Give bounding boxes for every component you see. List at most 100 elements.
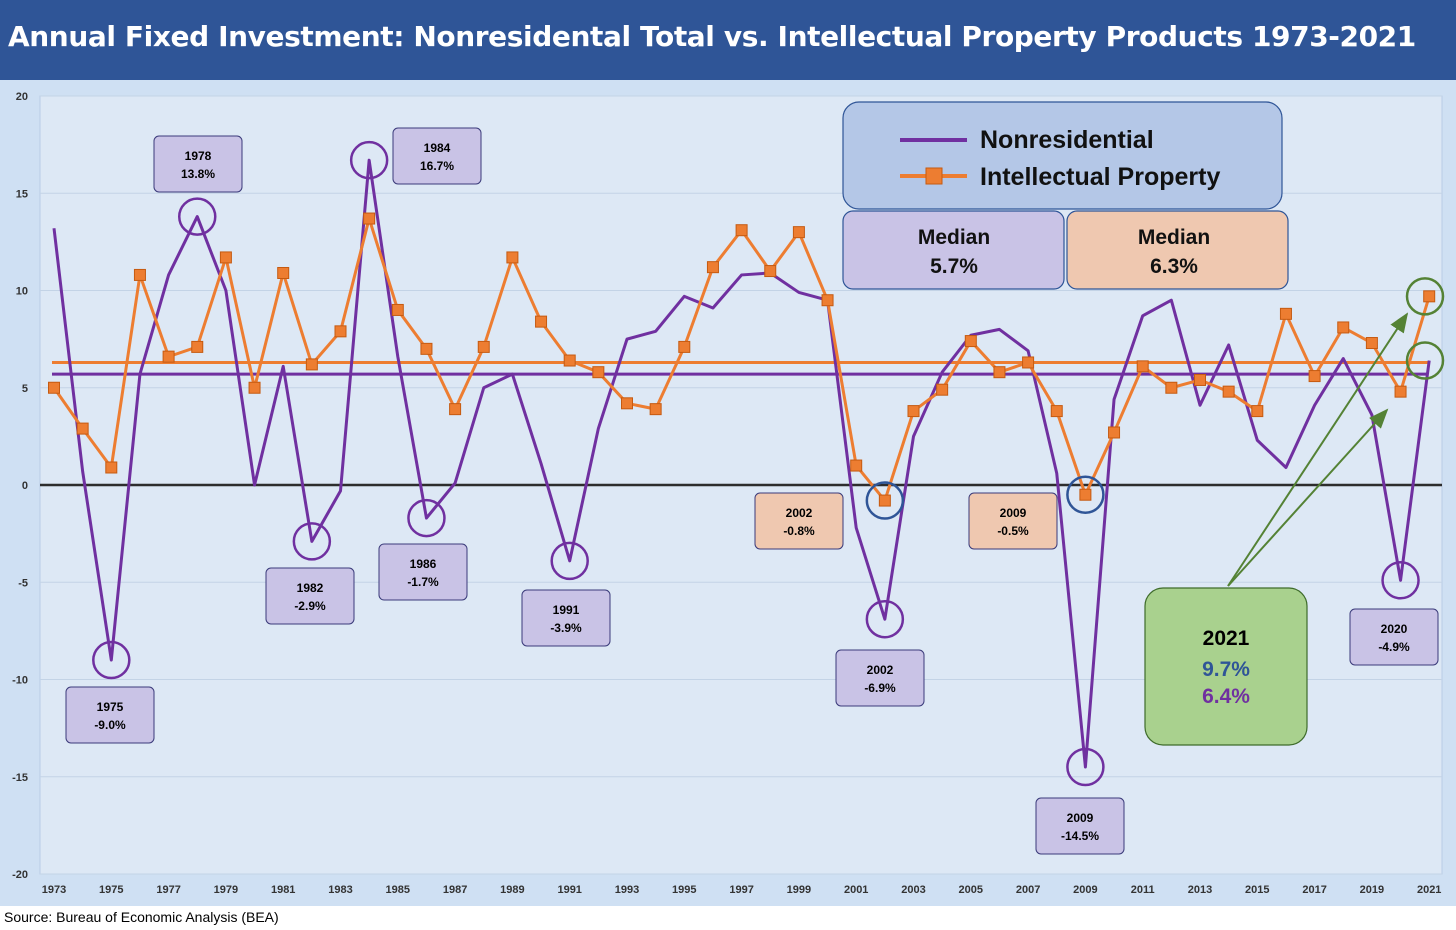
data-point — [1423, 290, 1436, 303]
annotation-label: 2009 -14.5% — [1035, 797, 1125, 855]
y-tick-label: 0 — [22, 480, 28, 492]
annotation-circle — [178, 197, 217, 236]
data-point — [1251, 405, 1264, 418]
annotation-box — [265, 567, 355, 625]
data-point — [506, 251, 519, 264]
annotation-year: 1986 — [410, 557, 437, 571]
x-tick-label: 2021 — [1417, 884, 1441, 896]
data-point — [1050, 405, 1063, 418]
median-label: Median — [1138, 226, 1210, 249]
annotation-label: 2002 -0.8% — [754, 492, 844, 550]
annotation-year: 2002 — [786, 506, 813, 520]
callout-arrow — [1227, 408, 1389, 587]
annotation-value: 16.7% — [420, 159, 454, 173]
data-point — [391, 303, 404, 316]
median-box-rect — [842, 210, 1065, 290]
x-tick-label: 1981 — [271, 884, 295, 896]
data-point — [477, 340, 490, 353]
legend: Nonresidential Intellectual Property — [842, 101, 1283, 210]
median-box-rect — [1066, 210, 1289, 290]
annotation-circle — [550, 541, 589, 581]
data-point — [219, 251, 232, 264]
data-point — [792, 226, 805, 239]
annotation-year: 2020 — [1381, 622, 1408, 636]
callout-year: 2021 — [1203, 627, 1250, 650]
x-tick-label: 1979 — [214, 884, 238, 896]
data-point — [305, 358, 318, 371]
data-point — [162, 350, 175, 363]
data-point — [878, 494, 891, 507]
x-tick-label: 2005 — [959, 884, 983, 896]
data-point — [821, 294, 834, 307]
annotation-label: 1984 16.7% — [392, 127, 482, 185]
data-point — [621, 397, 633, 410]
x-tick-label: 2011 — [1131, 884, 1155, 896]
callout-box — [1144, 587, 1308, 746]
data-point — [1165, 381, 1178, 394]
x-tick-label: 1985 — [386, 884, 410, 896]
annotation-value: -0.5% — [997, 524, 1029, 538]
y-tick-label: 5 — [22, 383, 28, 395]
data-point — [277, 266, 290, 279]
x-tick-label: 2001 — [844, 884, 868, 896]
legend-label-intellectual-property: Intellectual Property — [980, 163, 1220, 191]
data-point — [936, 383, 949, 396]
x-tick-label: 1987 — [443, 884, 467, 896]
median-label: Median — [918, 226, 990, 249]
data-point — [334, 325, 347, 338]
y-tick-label: -5 — [18, 577, 28, 589]
data-point — [133, 268, 146, 281]
x-tick-label: 2013 — [1188, 884, 1212, 896]
data-point — [735, 224, 748, 237]
annotation-label: 1978 13.8% — [153, 135, 243, 193]
x-tick-label: 2015 — [1245, 884, 1269, 896]
annotation-circle-2021-nonres — [1405, 341, 1445, 380]
data-point — [764, 265, 777, 278]
data-point — [964, 335, 977, 348]
x-tick-label: 1993 — [615, 884, 639, 896]
annotation-value: -3.9% — [550, 621, 582, 635]
annotation-circle-2021-ipp — [1405, 277, 1445, 316]
y-tick-label: 15 — [16, 188, 28, 200]
annotation-value: -6.9% — [864, 681, 896, 695]
callout-2021: 2021 9.7% 6.4% — [1144, 587, 1308, 746]
title-bar: Annual Fixed Investment: Nonresidental T… — [0, 0, 1456, 80]
x-tick-label: 2003 — [901, 884, 925, 896]
data-point — [592, 366, 605, 379]
median-box: Median 6.3% — [1066, 210, 1289, 290]
annotation-box — [1349, 608, 1439, 666]
annotation-year: 1975 — [97, 700, 124, 714]
x-tick-label: 1997 — [729, 884, 753, 896]
y-tick-label: 20 — [16, 91, 28, 103]
data-point — [76, 422, 89, 435]
annotation-circle — [865, 599, 905, 639]
x-tick-label: 1975 — [99, 884, 123, 896]
annotation-box — [378, 543, 468, 601]
legend-box — [842, 101, 1283, 210]
x-tick-label: 2017 — [1302, 884, 1326, 896]
annotation-year: 2002 — [867, 663, 894, 677]
annotation-box — [754, 492, 844, 550]
data-point — [678, 340, 691, 353]
annotation-year: 1984 — [424, 141, 451, 155]
annotation-box — [65, 686, 155, 744]
annotation-value: -14.5% — [1061, 829, 1099, 843]
annotation-value: -9.0% — [94, 718, 126, 732]
data-point — [1108, 426, 1121, 439]
annotation-year: 2009 — [1067, 811, 1094, 825]
x-tick-label: 1995 — [672, 884, 696, 896]
annotation-circle — [1381, 561, 1420, 600]
data-point — [706, 261, 719, 274]
data-point — [1279, 307, 1292, 320]
median-value: 6.3% — [1150, 255, 1198, 278]
x-tick-label: 1977 — [156, 884, 180, 896]
annotation-year: 1982 — [297, 581, 324, 595]
annotation-value: 13.8% — [181, 167, 215, 181]
data-point — [363, 212, 376, 225]
annotation-box — [521, 589, 611, 647]
data-point — [1308, 370, 1321, 383]
y-tick-label: -20 — [12, 869, 28, 881]
data-point — [420, 342, 433, 355]
y-tick-label: 10 — [16, 286, 28, 298]
